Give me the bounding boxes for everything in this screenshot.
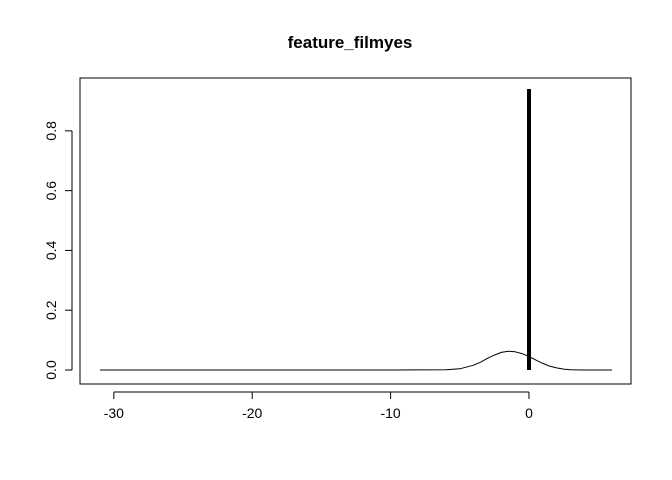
x-axis: -30 -20 -10 0	[104, 391, 533, 421]
x-tick-label: -30	[104, 405, 124, 421]
x-tick-label: -20	[242, 405, 262, 421]
x-tick-label: 0	[525, 405, 533, 421]
x-tick-label: -10	[380, 405, 400, 421]
series-layer	[100, 89, 612, 371]
y-tick-label: 0.0	[43, 360, 59, 380]
y-tick-label: 0.6	[43, 181, 59, 201]
y-tick-label: 0.2	[43, 300, 59, 320]
plot-box	[79, 77, 632, 385]
y-tick-label: 0.8	[43, 121, 59, 141]
chart-title: feature_filmyes	[288, 33, 413, 52]
y-axis: 0.0 0.2 0.4 0.6 0.8	[43, 121, 73, 380]
y-tick-label: 0.4	[43, 240, 59, 260]
density-line	[100, 350, 612, 371]
